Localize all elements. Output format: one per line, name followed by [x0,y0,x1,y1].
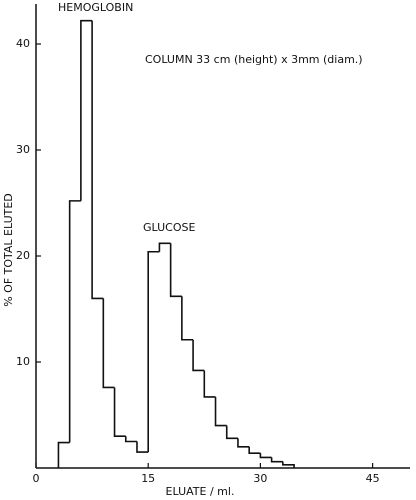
bar [237,438,250,448]
y-tick-label: 30 [16,143,30,156]
bar [225,425,238,440]
bar [80,19,93,201]
bar [259,453,272,459]
x-axis-label: ELUATE / ml. [166,485,235,498]
bar [57,441,70,468]
bar [68,200,81,443]
bar [203,370,216,398]
annotation: HEMOGLOBIN [58,1,133,14]
annotation: GLUCOSE [143,221,195,234]
x-tick-label: 15 [141,472,155,485]
bar [282,461,295,468]
bar [158,242,171,252]
y-tick-label: 10 [16,355,30,368]
bar [113,387,126,437]
bar [270,457,283,463]
bar [192,339,205,372]
bar [124,436,137,443]
x-tick-label: 0 [33,472,40,485]
x-tick-label: 45 [366,472,380,485]
y-tick-label: 40 [16,37,30,50]
annotation: COLUMN 33 cm (height) x 3mm (diam.) [145,53,363,66]
bar [91,20,104,300]
y-tick-label: 20 [16,249,30,262]
bar [169,243,182,298]
bar [102,298,115,389]
bar [181,296,194,341]
bar [214,396,227,427]
x-tick-label: 30 [253,472,267,485]
bar [248,446,261,454]
bar [147,250,160,453]
y-axis-label: % OF TOTAL ELUTED [2,193,15,307]
bar [136,441,149,453]
